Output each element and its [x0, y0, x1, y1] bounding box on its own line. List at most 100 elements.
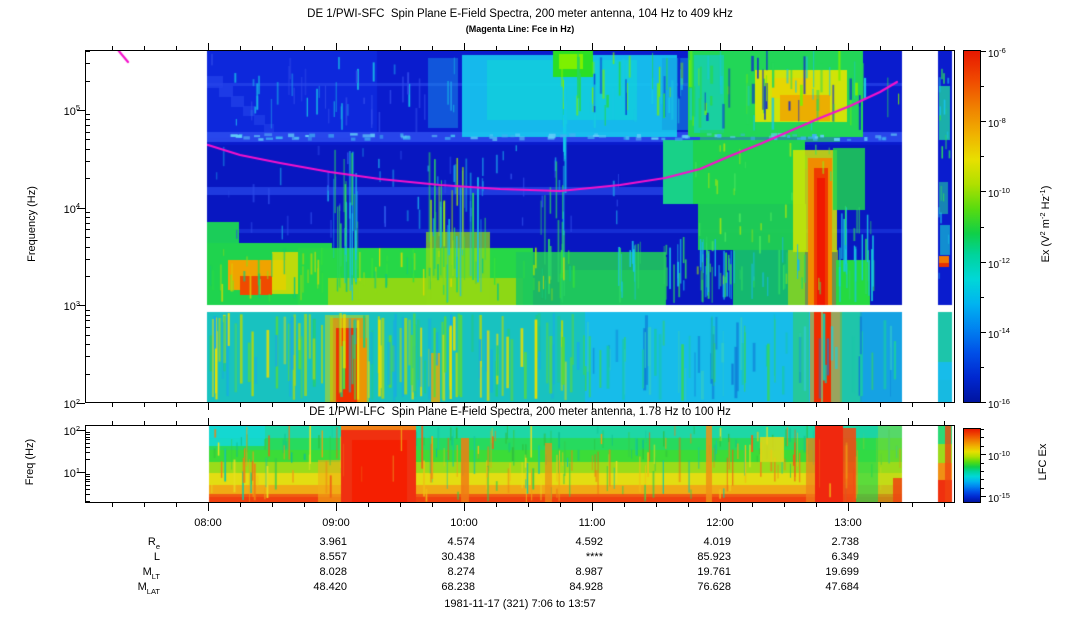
time-minor-tick — [560, 403, 561, 407]
ephemeris-value: 47.684 — [825, 581, 859, 593]
time-minor-tick — [144, 46, 145, 50]
time-tick-label: 08:00 — [194, 517, 222, 529]
sfc-colorbar-tick — [981, 51, 986, 52]
ephemeris-value: 4.019 — [703, 536, 731, 548]
time-minor-tick — [176, 403, 177, 407]
lfc-y-minor-tick — [86, 476, 90, 477]
lfc-y-minor-tick — [86, 434, 90, 435]
lfc-colorbar-tick-label: 10-10 — [988, 448, 1010, 464]
sfc-y-minor-tick — [86, 125, 90, 126]
sfc-y-minor-tick — [86, 310, 90, 311]
sfc-y-tick-label: 102 — [63, 396, 80, 412]
lfc-y-minor-tick — [86, 432, 90, 433]
ephemeris-row-label: MLAT — [137, 581, 160, 596]
time-minor-tick — [272, 46, 273, 50]
time-minor-tick — [368, 403, 369, 407]
sfc-colorbar-tick — [981, 227, 984, 228]
sfc-y-minor-tick — [86, 63, 90, 64]
sfc-y-major-tick — [77, 208, 85, 209]
time-major-tick — [208, 503, 209, 511]
time-major-tick — [336, 403, 337, 410]
sfc-colorbar-tick-label: 10-14 — [988, 326, 1010, 341]
time-minor-tick — [912, 421, 913, 425]
footer-date-range: 1981-11-17 (321) 7:06 to 13:57 — [444, 598, 596, 610]
sfc-y-minor-tick — [86, 315, 90, 316]
time-minor-tick — [816, 46, 817, 50]
sfc-spectrogram-canvas — [86, 51, 953, 402]
sfc-colorbar-tick-label: 10-8 — [988, 115, 1006, 131]
lfc-y-tick-label: 101 — [63, 465, 80, 481]
sfc-y-minor-tick — [86, 212, 90, 213]
time-minor-tick — [400, 403, 401, 407]
lfc-y-major-tick — [77, 430, 85, 431]
time-minor-tick — [752, 403, 753, 407]
time-minor-tick — [272, 403, 273, 407]
time-minor-tick — [432, 421, 433, 425]
time-minor-tick — [816, 421, 817, 425]
time-major-tick — [208, 43, 209, 50]
ephemeris-value: 4.592 — [575, 536, 603, 548]
lfc-y-minor-tick — [86, 501, 90, 502]
time-minor-tick — [304, 503, 305, 507]
sfc-y-minor-tick — [86, 149, 90, 150]
sfc-colorbar-tick — [981, 402, 986, 403]
time-minor-tick — [880, 421, 881, 425]
time-minor-tick — [176, 46, 177, 50]
time-major-tick — [592, 43, 593, 50]
sfc-y-minor-tick — [86, 247, 90, 248]
ephemeris-value: 4.574 — [447, 536, 475, 548]
ephemeris-value: 8.557 — [319, 551, 347, 563]
lfc-colorbar-tick — [981, 463, 984, 464]
time-minor-tick — [240, 403, 241, 407]
ephemeris-row-label: L — [153, 551, 160, 563]
time-minor-tick — [752, 503, 753, 507]
time-major-tick — [208, 418, 209, 425]
time-minor-tick — [880, 403, 881, 407]
time-minor-tick — [944, 503, 945, 507]
sfc-y-minor-tick — [86, 320, 90, 321]
sfc-colorbar-tick-label: 10-16 — [988, 396, 1010, 412]
time-minor-tick — [656, 421, 657, 425]
ephemeris-value: 19.699 — [825, 566, 859, 578]
sfc-y-minor-tick — [86, 81, 90, 82]
sfc-title: DE 1/PWI-SFC Spin Plane E-Field Spectra,… — [307, 8, 733, 20]
time-minor-tick — [432, 503, 433, 507]
time-minor-tick — [496, 403, 497, 407]
lfc-y-major-tick — [77, 472, 85, 473]
lfc-y-minor-tick — [86, 459, 90, 460]
time-minor-tick — [656, 46, 657, 50]
time-minor-tick — [912, 403, 913, 407]
time-minor-tick — [528, 503, 529, 507]
sfc-y-minor-tick — [86, 276, 90, 277]
time-minor-tick — [432, 46, 433, 50]
time-minor-tick — [880, 503, 881, 507]
time-minor-tick — [624, 46, 625, 50]
time-minor-tick — [272, 503, 273, 507]
lfc-colorbar-frame — [963, 428, 981, 503]
sfc-y-minor-tick — [86, 139, 90, 140]
time-minor-tick — [688, 46, 689, 50]
sfc-y-minor-tick — [86, 344, 90, 345]
time-minor-tick — [944, 403, 945, 407]
sfc-colorbar-tick — [981, 156, 984, 157]
lfc-y-axis-label: Freq (Hz) — [24, 438, 36, 486]
time-tick-label: 09:00 — [322, 517, 350, 529]
time-major-tick — [848, 418, 849, 425]
time-minor-tick — [400, 421, 401, 425]
sfc-colorbar-tick-label: 10-6 — [988, 45, 1006, 61]
sfc-y-minor-tick — [86, 223, 90, 224]
sfc-colorbar-tick — [981, 121, 986, 122]
time-minor-tick — [112, 46, 113, 50]
ephemeris-row-label: MLT — [142, 566, 160, 581]
lfc-colorbar-tick — [981, 488, 984, 489]
time-minor-tick — [624, 421, 625, 425]
sfc-y-minor-tick — [86, 335, 90, 336]
time-minor-tick — [752, 421, 753, 425]
lfc-colorbar-tick-label: 10-15 — [988, 490, 1010, 506]
lfc-y-minor-tick — [86, 437, 90, 438]
time-minor-tick — [144, 421, 145, 425]
time-minor-tick — [912, 46, 913, 50]
time-major-tick — [336, 418, 337, 425]
time-minor-tick — [688, 503, 689, 507]
lfc-y-minor-tick — [86, 439, 90, 440]
